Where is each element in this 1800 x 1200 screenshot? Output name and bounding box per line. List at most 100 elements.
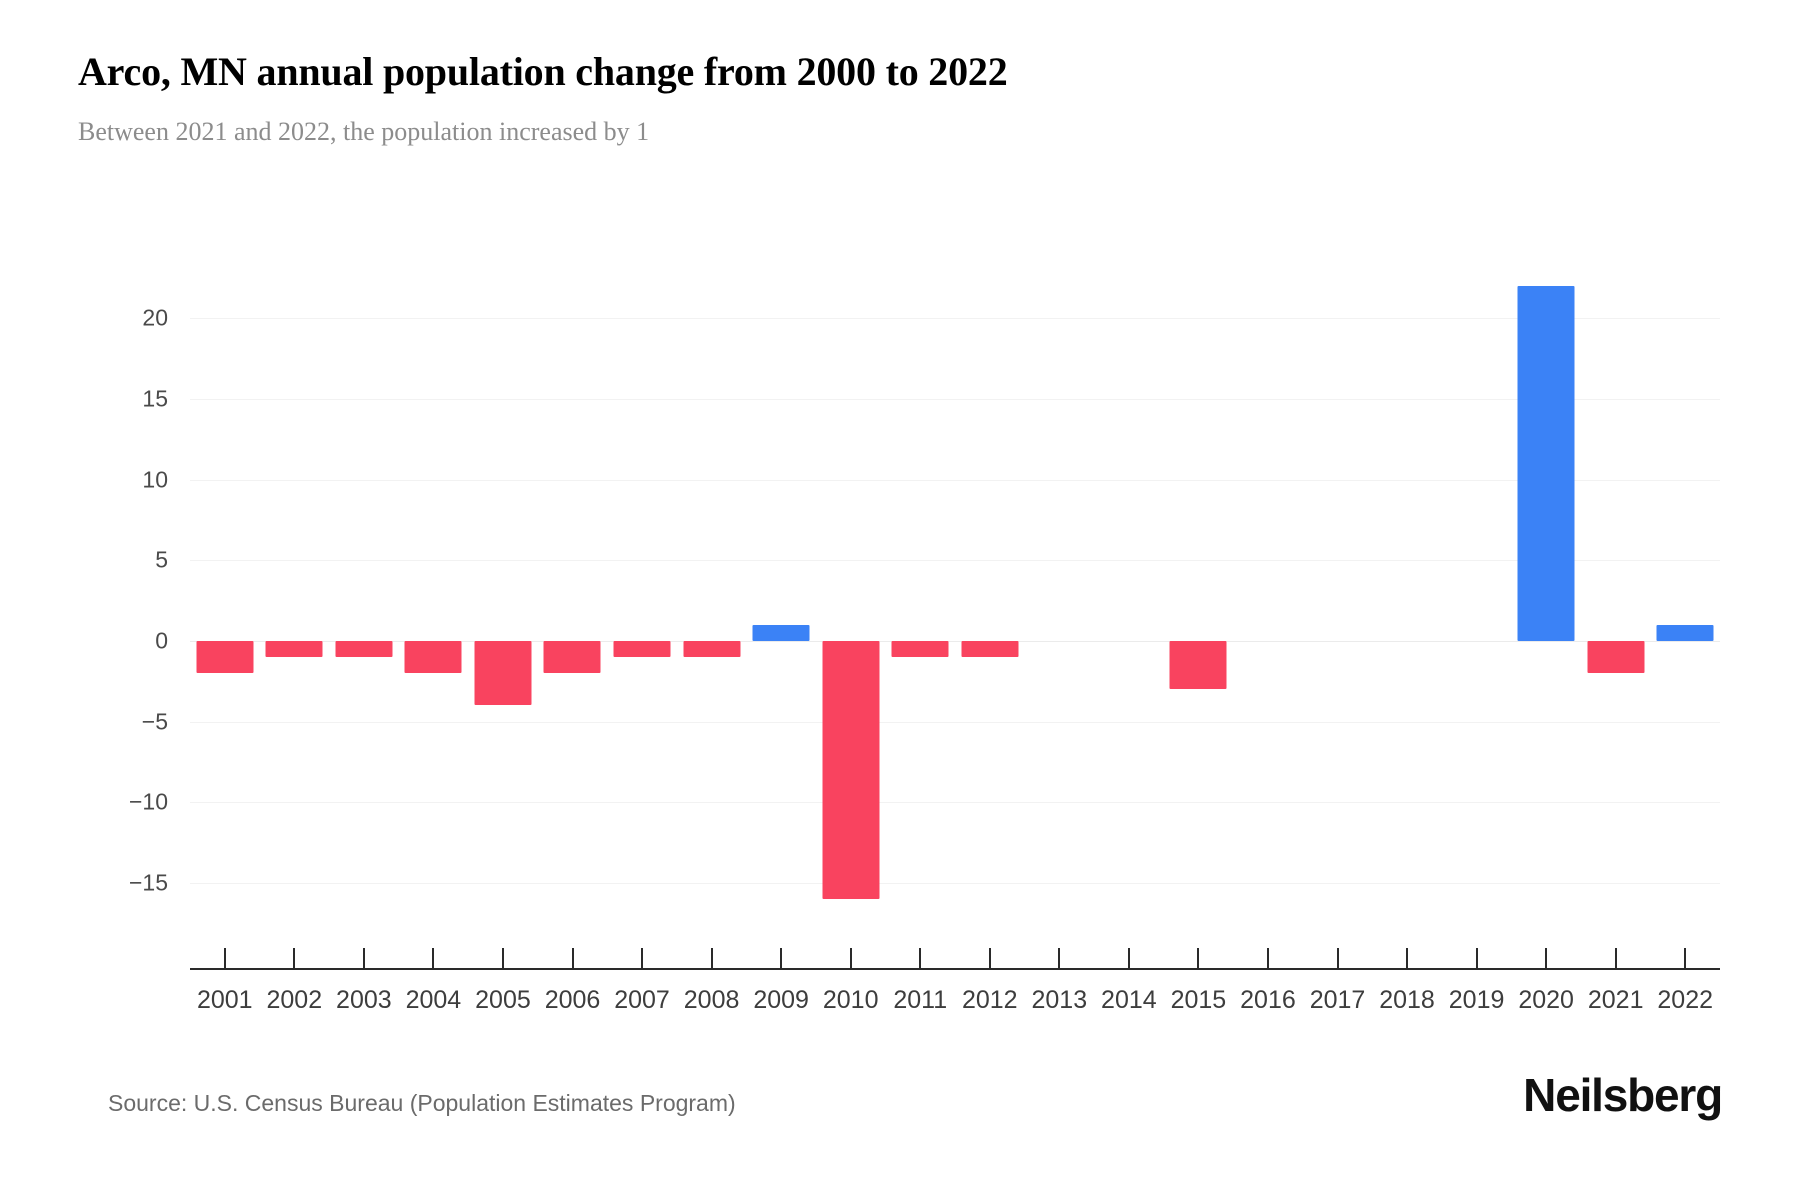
y-axis-tick-label: −15 [128,869,168,896]
x-axis-tick-mark [362,948,365,968]
bar[interactable] [335,640,393,657]
x-axis-tick-mark [1197,948,1200,968]
bar-slot[interactable] [1650,270,1720,915]
x-axis-tick-mark [1406,948,1409,968]
y-axis-tick-label: 0 [155,627,168,654]
bar-slot[interactable] [1025,270,1095,915]
x-axis-tick-label: 2010 [822,986,879,1014]
bar-slot[interactable] [260,270,330,915]
bar-slot[interactable] [885,270,955,915]
x-axis-tick-label: 2015 [1170,986,1227,1014]
x-axis-tick-label: 2016 [1240,986,1296,1014]
x-axis-tick-label: 2007 [614,986,670,1014]
x-axis-tick-label: 2021 [1587,986,1644,1014]
x-axis-tick-mark [1127,948,1130,968]
x-axis-tick-mark [1058,948,1061,968]
x-axis-tick-mark [1336,948,1339,968]
x-axis-tick-label: 2005 [475,986,531,1014]
bar[interactable] [196,640,254,674]
x-axis-tick-mark [432,948,435,968]
bar-slot[interactable] [955,270,1025,915]
x-axis-tick-label: 2011 [893,986,948,1014]
x-axis-tick-label: 2004 [405,986,462,1014]
x-axis-tick-mark [1614,948,1617,968]
x-axis-tick-label: 2017 [1309,986,1366,1014]
y-axis-tick-label: 20 [142,304,168,331]
x-axis-tick-mark [293,948,296,968]
bar-slot[interactable] [1303,270,1373,915]
bar-slot[interactable] [1094,270,1164,915]
bar-slot[interactable] [607,270,677,915]
x-axis-tick-label: 2022 [1657,986,1714,1014]
gridline [190,318,1720,320]
x-axis-tick-label: 2018 [1379,986,1435,1014]
bar-slot[interactable] [816,270,886,915]
bar-slot[interactable] [1442,270,1512,915]
x-axis-tick-mark [641,948,644,968]
bar[interactable] [543,640,601,674]
bar[interactable] [1656,624,1714,641]
bar[interactable] [1169,640,1227,690]
x-axis-tick-mark [571,948,574,968]
bar[interactable] [683,640,741,657]
bar[interactable] [1517,286,1575,641]
x-axis-tick-mark [780,948,783,968]
bar[interactable] [961,640,1019,657]
bar-slot[interactable] [1233,270,1303,915]
bar-slot[interactable] [746,270,816,915]
bar[interactable] [265,640,323,657]
bar-slot[interactable] [1372,270,1442,915]
x-axis-tick-mark [1266,948,1269,968]
x-axis-tick-mark [710,948,713,968]
bar-slot[interactable] [190,270,260,915]
x-axis-tick-mark [919,948,922,968]
x-axis-tick-label: 2013 [1031,986,1088,1014]
brand-logo: Neilsberg [1523,1069,1723,1121]
x-axis-tick-label: 2002 [266,986,323,1014]
gridline [190,721,1720,723]
x-axis-tick-mark [501,948,504,968]
bar[interactable] [891,640,949,657]
bar[interactable] [613,640,671,657]
x-axis-tick-label: 2009 [753,986,809,1014]
bar-slot[interactable] [538,270,608,915]
x-axis-tick-mark [849,948,852,968]
y-axis-tick-label: −5 [141,708,168,734]
bar-slot[interactable] [1581,270,1651,915]
plot-area: 20 15 10 5 0 −5 −10 −15 [129,270,1720,915]
chart-subtitle: Between 2021 and 2022, the population in… [78,117,650,146]
bar[interactable] [822,640,880,899]
x-axis-tick-mark [988,948,991,968]
x-axis-tick-label: 2014 [1101,986,1157,1014]
bar-slot[interactable] [1164,270,1234,915]
y-axis-tick-label: 10 [142,466,168,493]
x-axis-tick-label: 2012 [961,986,1018,1014]
bar-slot[interactable] [1511,270,1581,915]
gridline [190,479,1720,481]
bar-series [190,270,1720,915]
x-axis-line [190,968,1720,970]
gridline [190,882,1720,884]
bar-slot[interactable] [399,270,469,915]
x-axis-tick-label: 2020 [1518,986,1574,1014]
x-axis-tick-label: 2019 [1448,986,1505,1014]
x-axis-tick-mark [1545,948,1548,968]
bar[interactable] [752,624,810,641]
gridline [190,802,1720,804]
x-axis-tick-mark [223,948,226,968]
x-axis-tick-mark [1684,948,1687,968]
gridline [190,399,1720,400]
bar-slot[interactable] [329,270,399,915]
x-axis-tick-label: 2001 [196,986,253,1014]
bar[interactable] [474,640,532,706]
source-note: Source: U.S. Census Bureau (Population E… [108,1090,736,1116]
bar[interactable] [1587,640,1645,674]
gridline [190,560,1720,562]
gridline [190,640,1720,642]
bar[interactable] [404,640,462,674]
x-axis-tick-label: 2006 [544,986,601,1014]
page-title: Arco, MN annual population change from 2… [78,49,1008,94]
bar-slot[interactable] [677,270,747,915]
bar-slot[interactable] [468,270,538,915]
y-axis-tick-label: −10 [128,788,168,815]
